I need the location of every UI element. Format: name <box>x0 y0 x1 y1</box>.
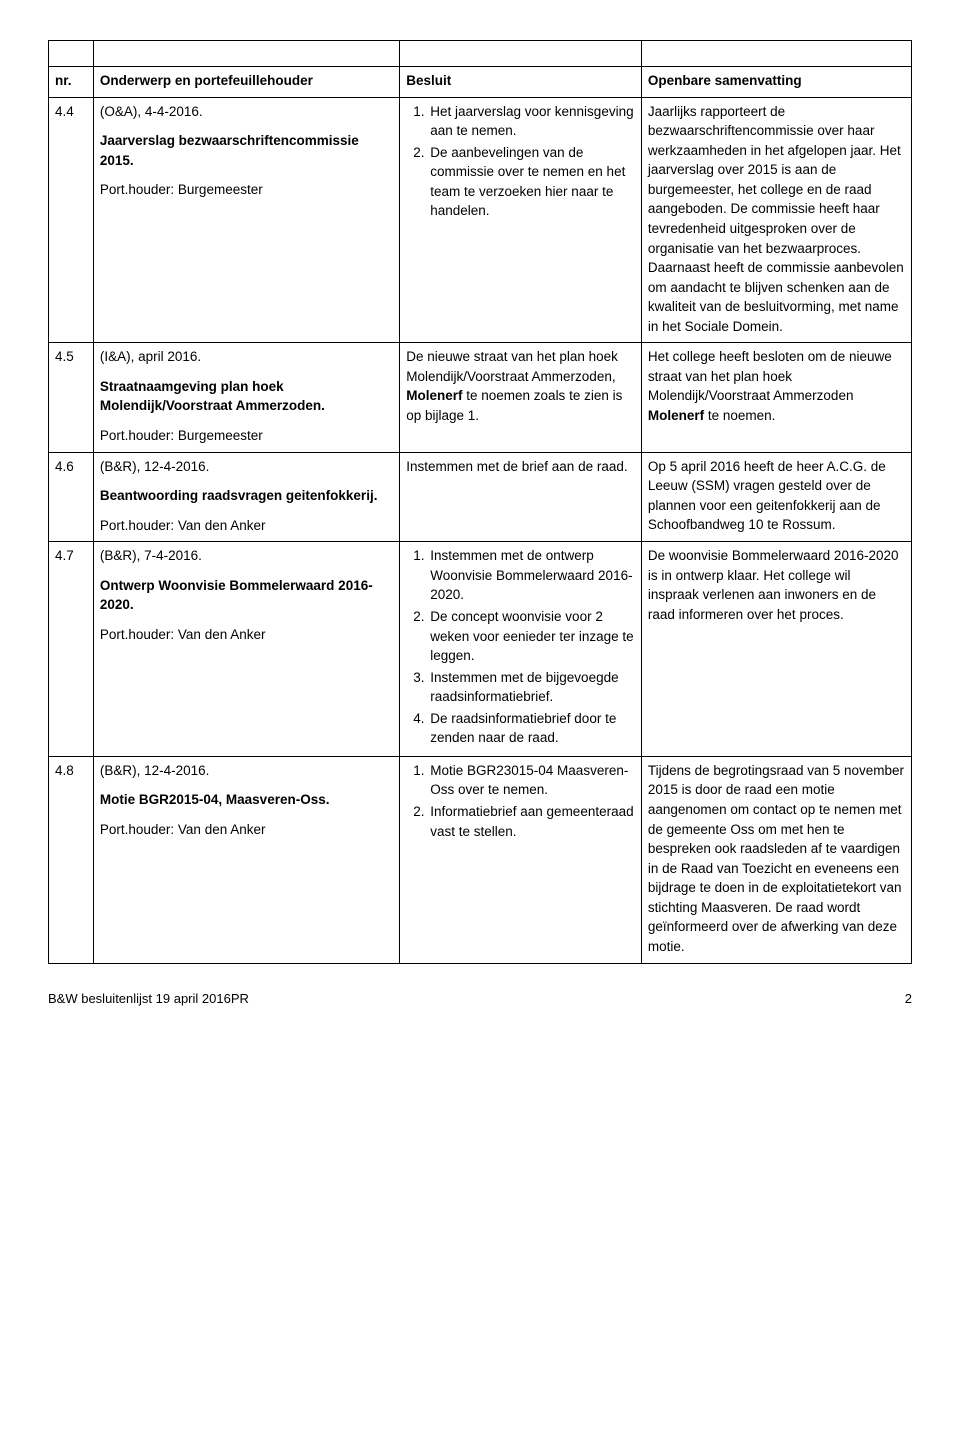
table-row: 4.6(B&R), 12-4-2016.Beantwoording raadsv… <box>49 452 912 542</box>
cell-samenvatting: De woonvisie Bommelerwaard 2016-2020 is … <box>641 542 911 757</box>
cell-besluit: De nieuwe straat van het plan hoek Molen… <box>400 343 642 452</box>
cell-besluit: Instemmen met de ontwerp Woonvisie Bomme… <box>400 542 642 757</box>
cell-besluit: Het jaarverslag voor kennisgeving aan te… <box>400 97 642 343</box>
footer-right: 2 <box>905 990 912 1009</box>
cell-nr: 4.4 <box>49 97 94 343</box>
table-row: 4.8(B&R), 12-4-2016.Motie BGR2015-04, Ma… <box>49 756 912 963</box>
cell-samenvatting: Het college heeft besloten om de nieuwe … <box>641 343 911 452</box>
decision-list-table: nr. Onderwerp en portefeuillehouder Besl… <box>48 40 912 964</box>
cell-besluit: Instemmen met de brief aan de raad. <box>400 452 642 542</box>
cell-besluit: Motie BGR23015-04 Maasveren-Oss over te … <box>400 756 642 963</box>
table-header-row: nr. Onderwerp en portefeuillehouder Besl… <box>49 67 912 98</box>
cell-samenvatting: Tijdens de begrotingsraad van 5 november… <box>641 756 911 963</box>
col-header-besluit: Besluit <box>400 67 642 98</box>
page-footer: B&W besluitenlijst 19 april 2016PR 2 <box>48 990 912 1009</box>
col-header-samenvatting: Openbare samenvatting <box>641 67 911 98</box>
empty-top-row <box>49 41 912 67</box>
cell-onderwerp: (I&A), april 2016.Straatnaamgeving plan … <box>93 343 399 452</box>
cell-samenvatting: Jaarlijks rapporteert de bezwaarschrifte… <box>641 97 911 343</box>
cell-onderwerp: (B&R), 12-4-2016.Motie BGR2015-04, Maasv… <box>93 756 399 963</box>
col-header-onderwerp: Onderwerp en portefeuillehouder <box>93 67 399 98</box>
cell-samenvatting: Op 5 april 2016 heeft de heer A.C.G. de … <box>641 452 911 542</box>
cell-onderwerp: (B&R), 7-4-2016.Ontwerp Woonvisie Bommel… <box>93 542 399 757</box>
table-row: 4.7(B&R), 7-4-2016.Ontwerp Woonvisie Bom… <box>49 542 912 757</box>
cell-nr: 4.6 <box>49 452 94 542</box>
col-header-nr: nr. <box>49 67 94 98</box>
cell-nr: 4.8 <box>49 756 94 963</box>
cell-onderwerp: (B&R), 12-4-2016.Beantwoording raadsvrag… <box>93 452 399 542</box>
cell-nr: 4.5 <box>49 343 94 452</box>
table-row: 4.5(I&A), april 2016.Straatnaamgeving pl… <box>49 343 912 452</box>
cell-nr: 4.7 <box>49 542 94 757</box>
footer-left: B&W besluitenlijst 19 april 2016PR <box>48 990 249 1009</box>
table-row: 4.4(O&A), 4-4-2016.Jaarverslag bezwaarsc… <box>49 97 912 343</box>
cell-onderwerp: (O&A), 4-4-2016.Jaarverslag bezwaarschri… <box>93 97 399 343</box>
